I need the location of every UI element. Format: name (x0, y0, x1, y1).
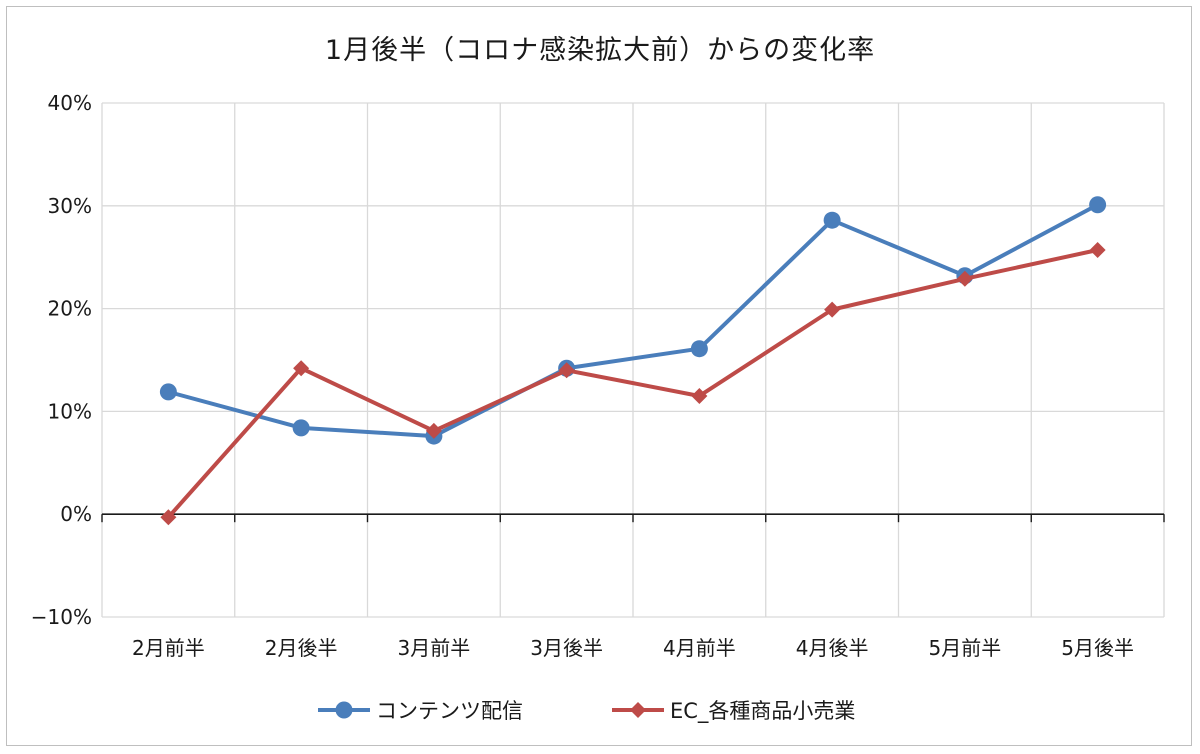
data-point (691, 387, 708, 404)
legend-marker (335, 701, 353, 719)
data-point (159, 383, 177, 401)
x-tick-label: 2月後半 (265, 636, 338, 660)
legend-label: EC_各種商品小売業 (670, 699, 855, 724)
data-point (1089, 242, 1106, 259)
legend-label: コンテンツ配信 (376, 699, 523, 723)
x-tick-label: 4月後半 (796, 636, 869, 660)
x-tick-label: 5月前半 (929, 636, 1002, 660)
y-tick-label: 0% (60, 502, 92, 526)
grid-layer (101, 102, 1165, 618)
series-line-1 (167, 203, 1099, 439)
data-point (558, 362, 575, 379)
data-point (956, 270, 973, 287)
data-point (823, 211, 841, 229)
series-line-2 (166, 248, 1099, 519)
series-layer (159, 196, 1107, 526)
y-tick-label: 30% (48, 194, 92, 218)
y-tick-label: −10% (31, 605, 92, 629)
legend-marker (630, 702, 646, 718)
data-point (824, 301, 841, 318)
data-point (1089, 196, 1107, 214)
y-tick-label: 10% (48, 399, 92, 423)
data-point (292, 419, 310, 437)
data-point (293, 360, 310, 377)
chart-title: 1月後半（コロナ感染拡大前）からの変化率 (324, 35, 876, 66)
x-tick-label: 3月後半 (530, 636, 603, 660)
y-tick-label: 40% (48, 91, 92, 115)
x-tick-label: 2月前半 (132, 636, 205, 660)
data-point (690, 340, 708, 358)
y-tick-label: 20% (48, 297, 92, 321)
x-tick-label: 5月後半 (1061, 636, 1134, 660)
axis-layer: −10% 0% 10% 20% 30% 40% 2月前半 2月後半 3月前半 3月後半 4月前半 4月… (31, 91, 1165, 660)
x-tick-label: 3月前半 (398, 636, 471, 660)
x-tick-label: 4月前半 (663, 636, 736, 660)
data-point (160, 509, 177, 526)
legend-layer: コンテンツ配信 EC_各種商品小売業 (318, 699, 855, 724)
data-point (425, 422, 442, 439)
